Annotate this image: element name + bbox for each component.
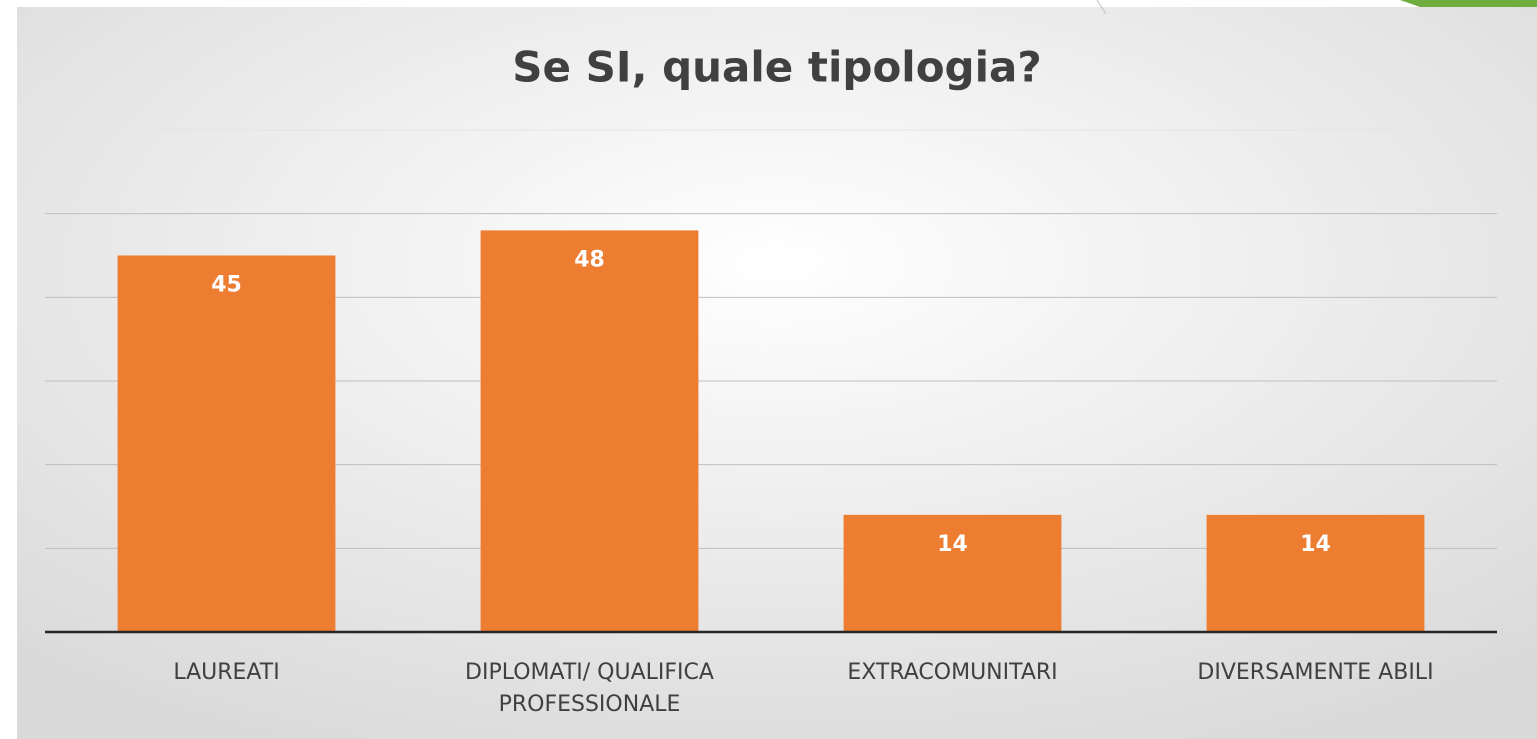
bar (843, 514, 1062, 632)
top-strip (17, 0, 1097, 7)
data-label: 14 (1300, 532, 1331, 557)
chart-title: Se SI, quale tipologia? (512, 43, 1041, 92)
x-tick-label: LAUREATI (173, 660, 280, 685)
x-tick-label: DIPLOMATI/ QUALIFICA PROFESSIONALE (465, 660, 714, 717)
bar (480, 230, 699, 632)
decor-line (1096, 0, 1107, 15)
x-tick-label: EXTRACOMUNITARI (847, 660, 1058, 685)
bar (117, 255, 336, 632)
x-tick-label: DIVERSAMENTE ABILI (1197, 660, 1434, 685)
bar (1206, 514, 1425, 632)
decor-green (1400, 0, 1537, 7)
data-label: 45 (211, 273, 242, 298)
data-label: 48 (574, 247, 605, 272)
data-label: 14 (937, 532, 968, 557)
